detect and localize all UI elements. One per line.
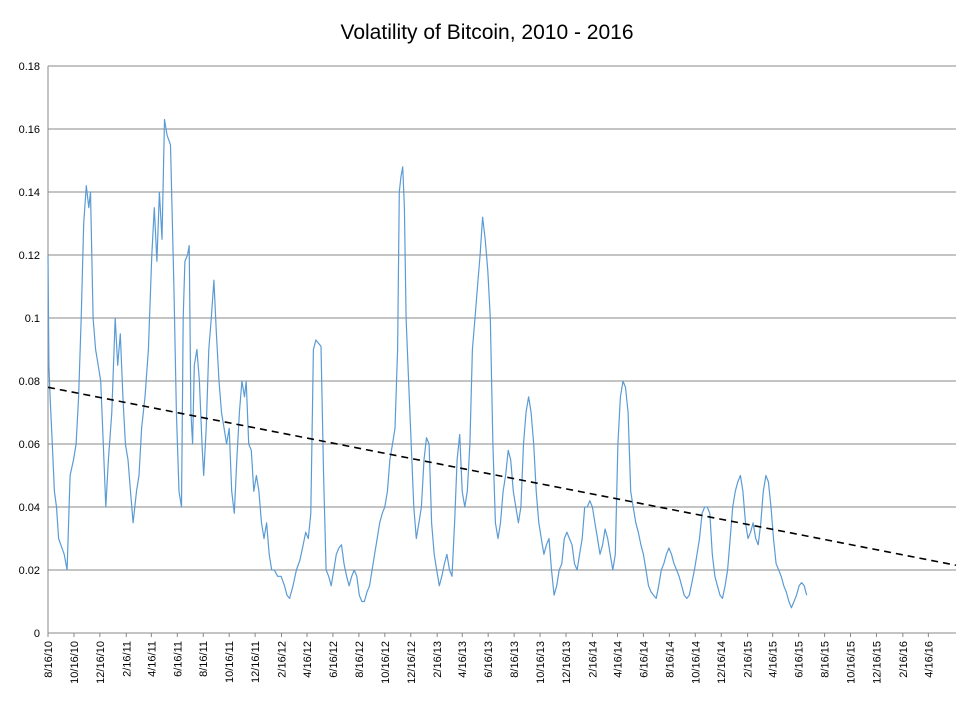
- x-tick-label: 8/16/14: [664, 641, 676, 678]
- x-tick-label: 12/16/13: [561, 641, 573, 684]
- x-tick-label: 4/16/15: [768, 641, 780, 678]
- x-tick-label: 10/16/12: [380, 641, 392, 684]
- x-tick-label: 2/16/16: [898, 641, 910, 678]
- x-tick-label: 4/16/12: [302, 641, 314, 678]
- y-tick-label: 0.04: [19, 502, 40, 514]
- y-tick-label: 0: [34, 628, 40, 640]
- x-tick-label: 8/16/15: [820, 641, 832, 678]
- x-tick-label: 4/16/11: [146, 641, 158, 677]
- x-tick-label: 6/16/15: [794, 641, 806, 678]
- x-tick-label: 8/16/11: [198, 641, 210, 677]
- x-tick-label: 6/16/12: [328, 641, 340, 678]
- x-tick-label: 4/16/14: [612, 641, 624, 678]
- y-axis-tick-labels: 0 0.02 0.04 0.06 0.08 0.1 0.12 0.14 0.16 0.18: [19, 61, 40, 640]
- x-tick-label: 6/16/14: [638, 641, 650, 678]
- trendline: [47, 386, 957, 567]
- y-tick-label: 0.12: [19, 250, 40, 262]
- x-tick-label: 10/16/10: [69, 641, 81, 684]
- series-line-volatility: [47, 118, 808, 609]
- x-tick-label: 8/16/13: [509, 641, 521, 678]
- x-tick-label: 8/16/12: [354, 641, 366, 678]
- x-tick-label: 10/16/15: [846, 641, 858, 684]
- x-tick-label: 10/16/13: [535, 641, 547, 684]
- series-layer: [47, 118, 808, 609]
- x-tick-label: 8/16/10: [43, 641, 55, 678]
- y-tick-label: 0.08: [19, 376, 40, 388]
- x-tick-label: 2/16/14: [587, 641, 599, 678]
- x-tick-label: 2/16/11: [121, 641, 133, 677]
- x-tick-label: 12/16/12: [406, 641, 418, 684]
- x-tick-label: 2/16/12: [276, 641, 288, 678]
- x-tick-label: 12/16/15: [871, 641, 883, 684]
- x-axis-tick-labels: 8/16/10 10/16/10 12/16/10 2/16/11 4/16/11 6/1…: [43, 641, 935, 684]
- x-tick-label: 2/16/13: [432, 641, 444, 678]
- x-tick-label: 12/16/14: [716, 641, 728, 684]
- x-tick-label: 10/16/14: [690, 641, 702, 684]
- axes: [47, 66, 956, 637]
- x-tick-label: 6/16/13: [483, 641, 495, 678]
- y-tick-label: 0.02: [19, 565, 40, 577]
- y-tick-label: 0.1: [25, 313, 40, 325]
- x-tick-label: 4/16/13: [457, 641, 469, 678]
- chart-title: Volatility of Bitcoin, 2010 - 2016: [340, 21, 633, 44]
- y-tick-label: 0.18: [19, 61, 40, 73]
- y-tick-label: 0.14: [19, 187, 40, 199]
- x-tick-label: 4/16/16: [923, 641, 935, 678]
- x-tick-label: 12/16/11: [250, 641, 262, 683]
- x-tick-label: 6/16/11: [172, 641, 184, 677]
- x-tick-label: 10/16/11: [224, 641, 236, 683]
- trendline-layer: [47, 386, 957, 567]
- y-tick-label: 0.06: [19, 439, 40, 451]
- x-tick-label: 12/16/10: [95, 641, 107, 684]
- y-tick-label: 0.16: [19, 124, 40, 136]
- x-tick-label: 2/16/15: [743, 641, 755, 678]
